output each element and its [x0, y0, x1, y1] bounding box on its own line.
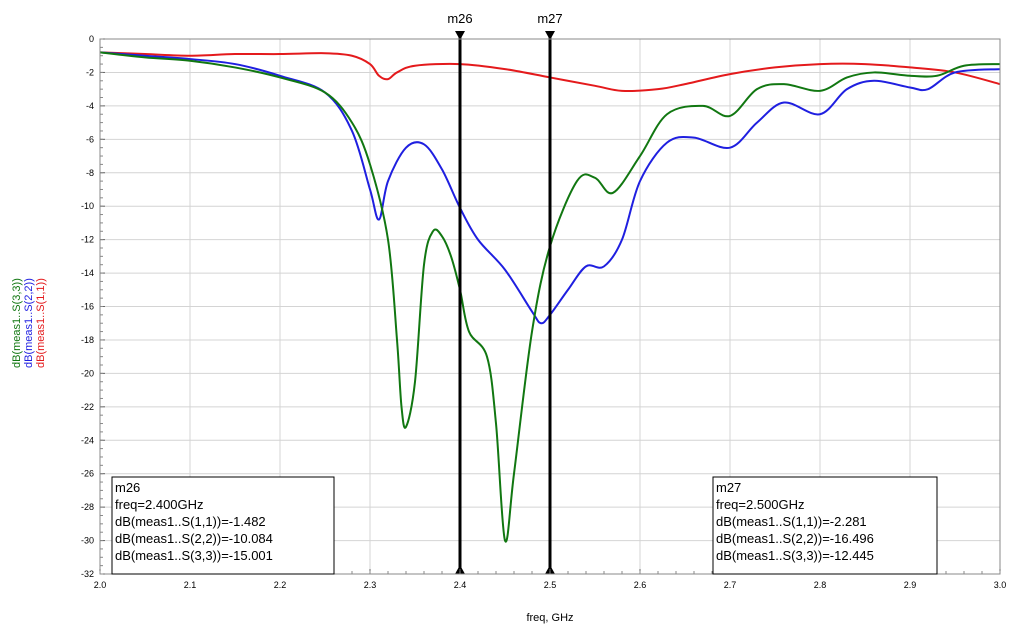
legend-entry: dB(meas1..S(2,2)) [23, 278, 35, 368]
legend: dB(meas1..S(3,3)) dB(meas1..S(2,2)) dB(mea… [11, 278, 47, 368]
marker-info-line: freq=2.400GHz [115, 497, 204, 512]
marker-info-line: dB(meas1..S(1,1))=-1.482 [115, 514, 266, 529]
marker-label-m26: m26 [447, 11, 472, 26]
y-tick-label: -24 [81, 435, 94, 445]
x-tick-label: 2.1 [184, 580, 197, 590]
y-tick-label: -16 [81, 302, 94, 312]
y-tick-label: -26 [81, 469, 94, 479]
y-tick-label: -8 [86, 168, 94, 178]
marker-label-m27: m27 [537, 11, 562, 26]
y-tick-label: -6 [86, 134, 94, 144]
marker-info-layer: m26 freq=2.400GHz dB(meas1..S(1,1))=-1.482… [111, 476, 938, 575]
x-tick-label: 2.6 [634, 580, 647, 590]
y-tick-label: -32 [81, 569, 94, 579]
marker-info-box-m26 [111, 476, 335, 575]
y-tick-label: -18 [81, 335, 94, 345]
markers-layer: m26 m27 [447, 11, 563, 574]
series-line-2 [99, 51, 1001, 325]
x-tick-label: 2.0 [94, 580, 107, 590]
y-tick-label: -12 [81, 235, 94, 245]
x-tick-label: 2.3 [364, 580, 377, 590]
y-tick-label: -28 [81, 502, 94, 512]
series-line-3 [99, 51, 1001, 543]
x-tick-label: 2.5 [544, 580, 557, 590]
y-tick-label: -4 [86, 101, 94, 111]
x-tick-label: 3.0 [994, 580, 1007, 590]
x-tick-label: 2.8 [814, 580, 827, 590]
marker-info-line: dB(meas1..S(3,3))=-12.445 [716, 548, 874, 563]
marker-info-line: dB(meas1..S(2,2))=-10.084 [115, 531, 273, 546]
y-tick-label: -30 [81, 536, 94, 546]
marker-info-line: m26 [115, 480, 140, 495]
y-tick-label: -22 [81, 402, 94, 412]
ticks-layer: 2.0 2.1 2.2 2.3 2.4 2.5 2.6 2.7 2.8 2.9 3.0 0 -2 -4 -6… [81, 34, 1006, 590]
marker-info-line: dB(meas1..S(1,1))=-2.281 [716, 514, 867, 529]
x-axis-label: freq, GHz [526, 612, 573, 624]
marker-info-box-m27 [712, 476, 938, 575]
x-tick-label: 2.2 [274, 580, 287, 590]
y-tick-label: -2 [86, 67, 94, 77]
y-tick-label: -20 [81, 368, 94, 378]
marker-info-line: dB(meas1..S(3,3))=-15.001 [115, 548, 273, 563]
y-tick-label: -14 [81, 268, 94, 278]
y-tick-label: -10 [81, 201, 94, 211]
x-tick-label: 2.7 [724, 580, 737, 590]
marker-top-triangle-m26 [455, 31, 465, 40]
series-line-1 [99, 51, 1001, 92]
x-tick-label: 2.9 [904, 580, 917, 590]
legend-entry: dB(meas1..S(3,3)) [11, 278, 23, 368]
marker-info-line: dB(meas1..S(2,2))=-16.496 [716, 531, 874, 546]
marker-top-triangle-m27 [545, 31, 555, 40]
y-tick-label: 0 [89, 34, 94, 44]
series-layer [99, 51, 1001, 543]
x-tick-label: 2.4 [454, 580, 467, 590]
marker-info-line: m27 [716, 480, 741, 495]
legend-entry: dB(meas1..S(1,1)) [35, 278, 47, 368]
marker-info-line: freq=2.500GHz [716, 497, 805, 512]
